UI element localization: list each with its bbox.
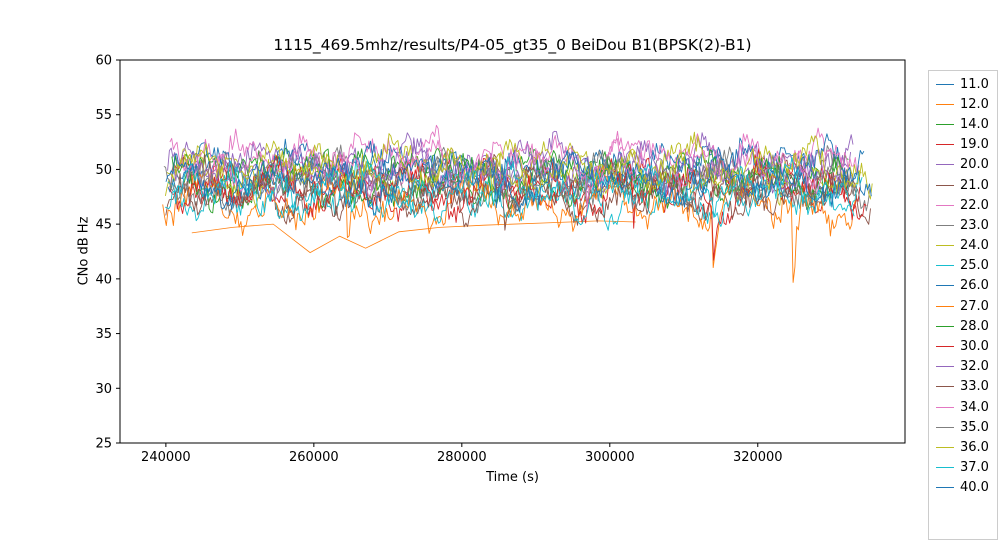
series-line-14.0 (183, 147, 849, 211)
legend-label: 20.0 (960, 157, 989, 173)
legend-line-sample (936, 487, 954, 489)
x-tick-label: 240000 (141, 450, 191, 465)
y-tick-label: 40 (95, 272, 112, 287)
legend-label: 33.0 (960, 379, 989, 395)
x-tick-label: 260000 (289, 450, 339, 465)
series-line-24.0 (164, 141, 873, 208)
legend-label: 27.0 (960, 298, 989, 314)
legend-line-sample (936, 103, 954, 105)
legend-label: 30.0 (960, 339, 989, 355)
legend-line-sample (936, 144, 954, 146)
legend-entry-30.0: 30.0 (929, 336, 997, 356)
plot-area: 240000 260000 280000 300000 320000 25 30 35 40 45… (95, 54, 906, 465)
legend-line-sample (936, 386, 954, 388)
legend-entry-27.0: 27.0 (929, 296, 997, 316)
legend-line-sample (936, 245, 954, 247)
legend-entry-33.0: 33.0 (929, 377, 997, 397)
legend-line-sample (936, 446, 954, 448)
legend-entry-22.0: 22.0 (929, 195, 997, 215)
chart-page: 1115_469.5mhz/results/P4-05_gt35_0 BeiDo… (76, 36, 998, 540)
legend-entry-19.0: 19.0 (929, 135, 997, 155)
legend-entry-25.0: 25.0 (929, 256, 997, 276)
legend-label: 24.0 (960, 238, 989, 254)
legend: 11.0 12.0 14.0 19.0 20.0 21.0 22.0 23.0 24.0 25.0… (928, 70, 998, 540)
y-tick-label: 45 (95, 218, 112, 233)
legend-line-sample (936, 467, 954, 469)
legend-line-sample (936, 224, 954, 226)
legend-label: 19.0 (960, 137, 989, 153)
legend-line-sample (936, 346, 954, 348)
legend-entry-28.0: 28.0 (929, 316, 997, 336)
legend-label: 40.0 (960, 480, 989, 496)
legend-line-sample (936, 406, 954, 408)
legend-label: 22.0 (960, 197, 989, 213)
y-tick-label: 50 (95, 163, 112, 178)
y-tick-label: 30 (95, 382, 112, 397)
legend-entry-37.0: 37.0 (929, 458, 997, 478)
legend-entry-12.0: 12.0 (929, 94, 997, 114)
chart-title: 1115_469.5mhz/results/P4-05_gt35_0 BeiDo… (273, 36, 752, 54)
y-tick-label: 25 (95, 437, 112, 452)
legend-entry-11.0: 11.0 (929, 74, 997, 94)
y-tick-label: 60 (95, 54, 112, 69)
legend-line-sample (936, 426, 954, 428)
legend-entry-36.0: 36.0 (929, 437, 997, 457)
legend-line-sample (936, 123, 954, 125)
y-tick-label: 35 (95, 327, 112, 342)
axes-frame (119, 59, 906, 444)
legend-entry-35.0: 35.0 (929, 417, 997, 437)
series-group (162, 124, 873, 283)
series-line-33.0 (165, 162, 857, 231)
legend-label: 21.0 (960, 177, 989, 193)
series-line-40.0 (165, 146, 865, 216)
legend-label: 36.0 (960, 439, 989, 455)
legend-line-sample (936, 285, 954, 287)
legend-label: 32.0 (960, 359, 989, 375)
legend-line-sample (936, 305, 954, 307)
legend-entry-32.0: 32.0 (929, 357, 997, 377)
series-line-12.0 (191, 220, 636, 254)
legend-entry-20.0: 20.0 (929, 155, 997, 175)
legend-entry-24.0: 24.0 (929, 236, 997, 256)
legend-entry-23.0: 23.0 (929, 215, 997, 235)
legend-line-sample (936, 265, 954, 267)
legend-entry-40.0: 40.0 (929, 478, 997, 498)
legend-entry-14.0: 14.0 (929, 114, 997, 134)
legend-line-sample (936, 164, 954, 166)
legend-label: 25.0 (960, 258, 989, 274)
series-line-35.0 (163, 149, 857, 216)
legend-label: 23.0 (960, 217, 989, 233)
legend-line-sample (936, 204, 954, 206)
x-tick-label: 300000 (585, 450, 635, 465)
legend-label: 12.0 (960, 96, 989, 112)
legend-label: 14.0 (960, 116, 989, 132)
legend-label: 37.0 (960, 460, 989, 476)
legend-line-sample (936, 366, 954, 368)
legend-label: 28.0 (960, 318, 989, 334)
x-axis-label: Time (s) (486, 470, 539, 485)
legend-label: 26.0 (960, 278, 989, 294)
series-line-26.0 (167, 133, 872, 200)
legend-entry-26.0: 26.0 (929, 276, 997, 296)
y-tick-label: 55 (95, 108, 112, 123)
legend-line-sample (936, 83, 954, 85)
legend-line-sample (936, 184, 954, 186)
series-line-36.0 (166, 131, 862, 198)
x-tick-label: 320000 (733, 450, 783, 465)
legend-label: 35.0 (960, 419, 989, 435)
legend-label: 34.0 (960, 399, 989, 415)
series-line-37.0 (165, 156, 855, 227)
x-tick-label: 280000 (437, 450, 487, 465)
legend-entry-21.0: 21.0 (929, 175, 997, 195)
legend-label: 11.0 (960, 76, 989, 92)
legend-entry-34.0: 34.0 (929, 397, 997, 417)
legend-line-sample (936, 325, 954, 327)
